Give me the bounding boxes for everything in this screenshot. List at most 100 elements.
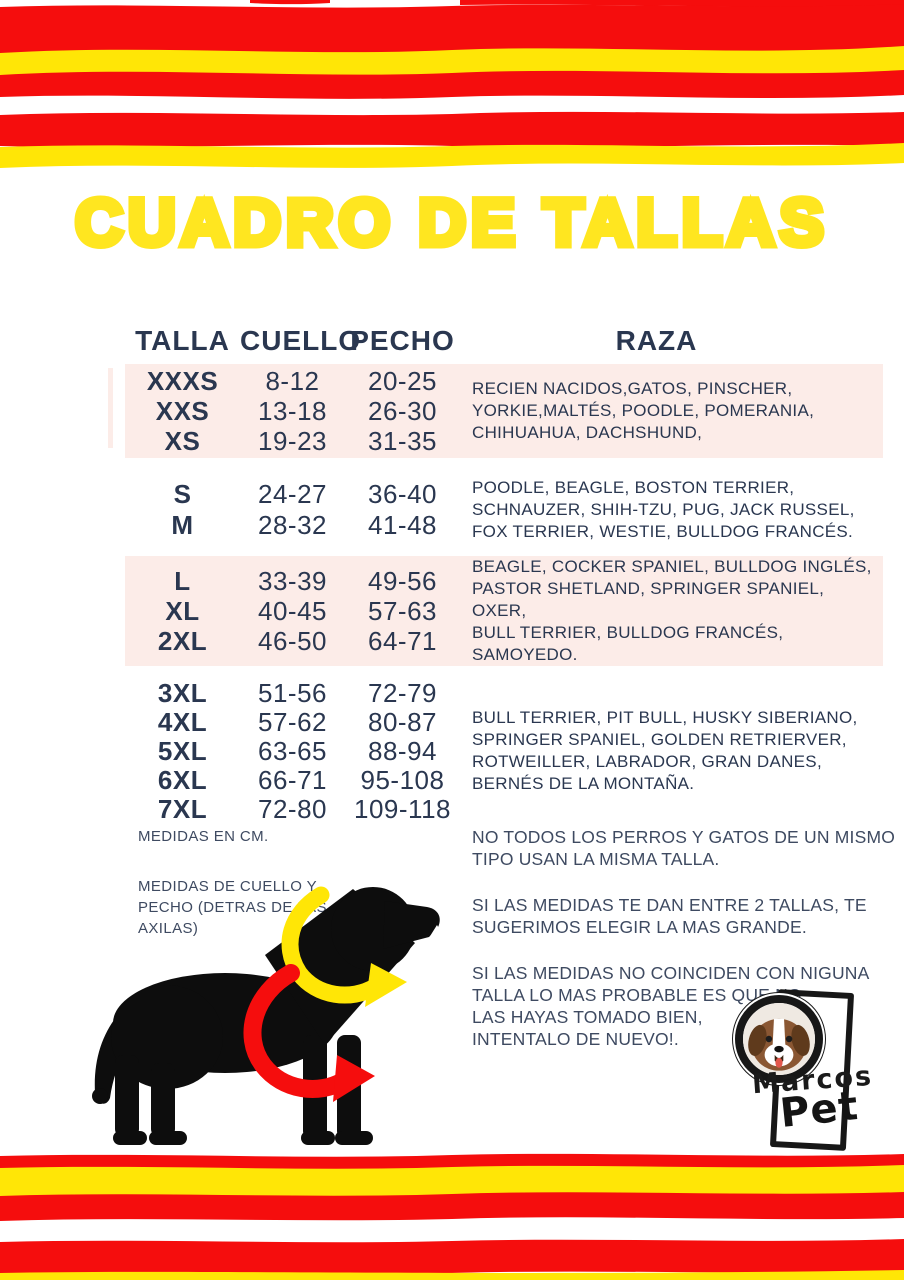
neck-range: 33-39	[258, 566, 327, 596]
col-header-talla: TALLA	[135, 325, 230, 356]
size-label: XXS	[155, 396, 210, 426]
top-stripes-border	[0, 0, 904, 168]
neck-range: 46-50	[258, 626, 327, 656]
size-rows: S 24-27 36-40 M 28-32 41-48	[125, 466, 460, 554]
dog-rear-leg	[151, 1063, 175, 1137]
size-label: 7XL	[157, 793, 208, 824]
breed-list: POODLE, BEAGLE, BOSTON TERRIER, SCHNAUZE…	[472, 478, 855, 541]
puppy-muzzle	[764, 1043, 794, 1067]
dog-snout	[383, 901, 440, 949]
col-header-raza: RAZA	[615, 325, 698, 356]
size-group-s-m: S 24-27 36-40 M 28-32 41-48 POODLE, BEAG…	[125, 466, 883, 554]
page-title: CUADRO DE TALLAS	[72, 182, 829, 263]
size-rows: L 33-39 49-56 XL 40-45 57-63 2XL 46-50 6…	[125, 556, 460, 666]
stripe-red-top-sliver	[250, 0, 904, 7]
table-row: 6XL 66-71 95-108	[125, 764, 460, 795]
dog-tail-tip	[92, 1088, 108, 1104]
chest-range: 109-118	[354, 793, 451, 824]
puppy-ear-right	[791, 1024, 810, 1056]
pink-band-edge-sliver	[108, 368, 113, 448]
neck-range: 51-56	[258, 677, 327, 708]
chest-range: 95-108	[360, 764, 445, 795]
table-row: XS 19-23 31-35	[125, 426, 460, 456]
dog-body-shapes	[92, 887, 440, 1145]
chest-measure-arrowhead	[333, 1055, 375, 1102]
table-row: 3XL 51-56 72-79	[125, 677, 460, 708]
stripe-red-band	[0, 4, 904, 148]
dog-rear-paw	[113, 1131, 147, 1145]
puppy-eye-left	[765, 1035, 773, 1043]
table-header-row: TALLA CUELLO PECHO RAZA	[125, 320, 883, 362]
puppy-photo-icon	[735, 995, 823, 1083]
col-header-pecho: PECHO	[350, 325, 455, 356]
neck-range: 24-27	[258, 479, 327, 509]
dog-front-paw	[301, 1131, 335, 1145]
dog-front-paw	[335, 1131, 373, 1145]
puppy-face-icon	[743, 1003, 815, 1075]
size-label: 2XL	[157, 626, 208, 656]
table-row: XXXS 8-12 20-25	[125, 366, 460, 396]
size-label: XL	[165, 596, 200, 626]
puppy-ear-left	[748, 1024, 767, 1056]
neck-range: 40-45	[258, 596, 327, 626]
neck-measure-arrowhead	[365, 963, 407, 1007]
size-rows: 3XL 51-56 72-79 4XL 57-62 80-87 5XL 63-6…	[125, 676, 460, 826]
size-label: 5XL	[157, 735, 208, 766]
note-same-size-warning: NO TODOS LOS PERROS Y GATOS DE UN MISMO …	[472, 827, 896, 869]
stripe-white-gap	[0, 95, 904, 116]
dog-measure-illustration	[85, 885, 450, 1170]
note-measures-cm: MEDIDAS EN CM.	[138, 828, 269, 845]
breed-list: BEAGLE, COCKER SPANIEL, BULLDOG INGLÉS, …	[472, 557, 872, 664]
puppy-eye-right	[785, 1035, 793, 1043]
dog-mouth-notch	[427, 925, 445, 941]
size-label: 3XL	[157, 677, 208, 708]
size-group-3xl-7xl: 3XL 51-56 72-79 4XL 57-62 80-87 5XL 63-6…	[125, 676, 883, 826]
neck-range: 13-18	[258, 396, 327, 426]
size-table: TALLA CUELLO PECHO RAZA XXXS 8-12 20-25 …	[125, 320, 883, 826]
chest-range: 31-35	[368, 426, 437, 456]
puppy-nose	[774, 1045, 784, 1053]
chest-range: 72-79	[368, 677, 437, 708]
neck-range: 63-65	[258, 735, 327, 766]
table-row: M 28-32 41-48	[125, 510, 460, 541]
table-row: 4XL 57-62 80-87	[125, 706, 460, 737]
chest-range: 36-40	[368, 479, 437, 509]
chest-range: 57-63	[368, 596, 437, 626]
dog-rear-paw	[149, 1131, 187, 1145]
size-group-l-2xl: L 33-39 49-56 XL 40-45 57-63 2XL 46-50 6…	[125, 556, 883, 666]
neck-range: 57-62	[258, 706, 327, 737]
note-measure-instructions: MEDIDAS DE CUELLO Y PECHO (DETRAS DE LAS…	[138, 878, 327, 937]
col-header-cuello: CUELLO	[240, 325, 362, 356]
logo-text-pet: Pet	[777, 1083, 861, 1137]
chest-range: 26-30	[368, 396, 437, 426]
table-row: S 24-27 36-40	[125, 479, 460, 510]
size-label: M	[171, 510, 194, 540]
size-label: XXXS	[146, 366, 219, 396]
table-row: XL 40-45 57-63	[125, 596, 460, 626]
stripe-yellow-1	[0, 46, 904, 75]
dog-rear-leg	[115, 1055, 139, 1137]
neck-range: 8-12	[265, 366, 320, 396]
neck-range: 28-32	[258, 510, 327, 540]
breed-list: RECIEN NACIDOS,GATOS, PINSCHER, YORKIE,M…	[472, 379, 815, 442]
stripe-yellow-1	[0, 1165, 904, 1196]
chest-range: 20-25	[368, 366, 437, 396]
size-group-xxxs-xs: XXXS 8-12 20-25 XXS 13-18 26-30 XS 19-23…	[125, 364, 883, 458]
neck-range: 19-23	[258, 426, 327, 456]
table-row: L 33-39 49-56	[125, 566, 460, 596]
stripe-yellow-bottom	[0, 1270, 904, 1280]
size-label: S	[173, 479, 192, 509]
marcos-pet-logo: Marcos Pet	[728, 985, 904, 1160]
size-rows: XXXS 8-12 20-25 XXS 13-18 26-30 XS 19-23…	[125, 364, 460, 458]
stripe-red-band-2	[0, 1239, 904, 1274]
stripe-yellow-2	[0, 143, 904, 168]
size-label: 6XL	[157, 764, 208, 795]
table-row: 2XL 46-50 64-71	[125, 626, 460, 656]
chest-range: 49-56	[368, 566, 437, 596]
neck-range: 72-80	[258, 793, 327, 824]
chest-range: 80-87	[368, 706, 437, 737]
chest-range: 64-71	[368, 626, 437, 656]
neck-range: 66-71	[258, 764, 327, 795]
size-label: 4XL	[157, 706, 208, 737]
breed-list: BULL TERRIER, PIT BULL, HUSKY SIBERIANO,…	[472, 708, 858, 793]
